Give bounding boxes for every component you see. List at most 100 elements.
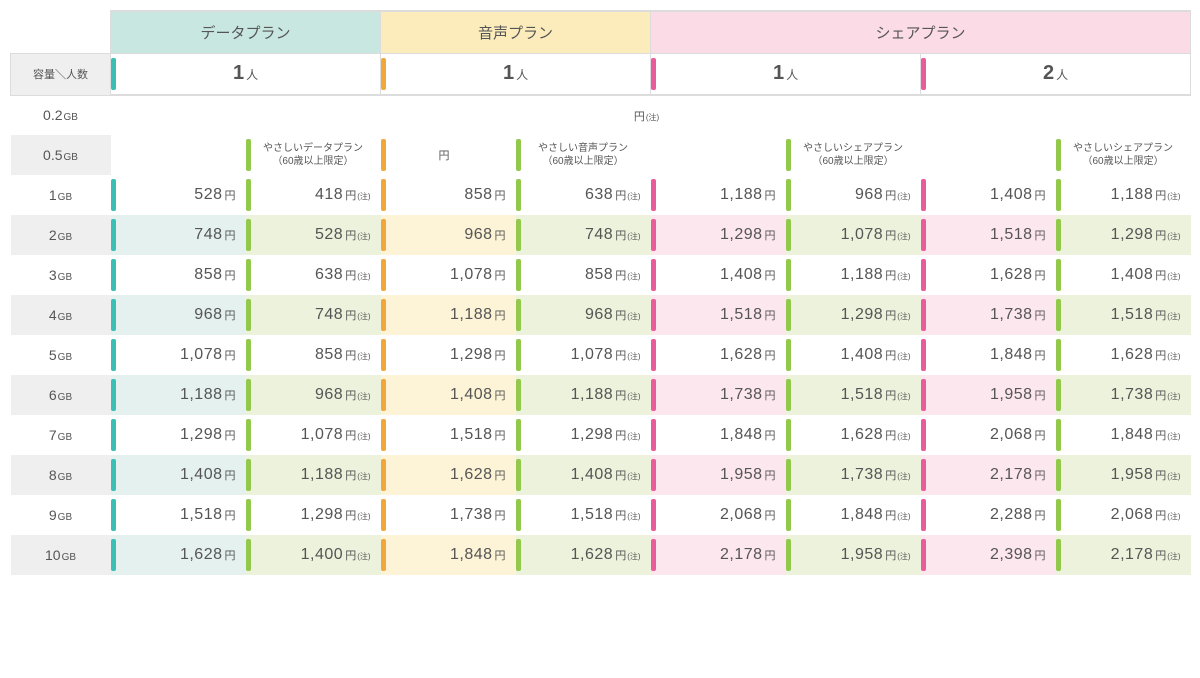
price-row: 9GB1,518円1,298円(注)1,738円1,518円(注)2,068円1… bbox=[11, 495, 1191, 535]
yen: 円 bbox=[765, 510, 776, 522]
price-cell-share1: 1,518円 bbox=[651, 295, 786, 335]
note: (注) bbox=[357, 192, 370, 201]
people-count: 1 bbox=[233, 62, 244, 84]
yen: 円 bbox=[495, 230, 506, 242]
sub-header-data-senior: やさしいデータプラン （60歳以上限定） bbox=[246, 135, 381, 175]
price: 1,298 bbox=[301, 506, 344, 523]
note: (注) bbox=[357, 472, 370, 481]
accent-bar bbox=[111, 58, 116, 91]
price: 2,398 bbox=[990, 546, 1033, 563]
yen: 円 bbox=[615, 230, 626, 242]
yen: 円 bbox=[1155, 510, 1166, 522]
price: 1,518 bbox=[450, 426, 493, 443]
price: 858 bbox=[585, 266, 613, 283]
note: (注) bbox=[897, 352, 910, 361]
empty bbox=[921, 135, 1056, 175]
accent-bar bbox=[651, 299, 656, 331]
accent-bar bbox=[786, 139, 791, 171]
yen: 円 bbox=[225, 230, 236, 242]
accent-bar bbox=[516, 299, 521, 331]
price-cell-voice: 1,188円 bbox=[381, 295, 516, 335]
price: 2,178 bbox=[1111, 546, 1154, 563]
accent-bar bbox=[246, 379, 251, 411]
accent-bar bbox=[381, 58, 386, 91]
sub-header-share1-senior: やさしいシェアプラン （60歳以上限定） bbox=[786, 135, 921, 175]
accent-bar bbox=[786, 339, 791, 371]
note: (注) bbox=[627, 552, 640, 561]
price-cell-data: 1,298円 bbox=[111, 415, 246, 455]
price-cell-share1_s: 1,848円(注) bbox=[786, 495, 921, 535]
price-cell-share2_s: 1,298円(注) bbox=[1056, 215, 1191, 255]
accent-bar bbox=[516, 219, 521, 251]
accent-bar bbox=[786, 419, 791, 451]
price-cell-share2: 2,068円 bbox=[921, 415, 1056, 455]
accent-bar bbox=[111, 179, 116, 211]
accent-bar bbox=[1056, 459, 1061, 491]
price: 1,408 bbox=[571, 466, 614, 483]
price: 1,298 bbox=[180, 426, 223, 443]
yen: 円 bbox=[1035, 430, 1046, 442]
people-header-row: 容量＼人数 1人 1人 1人 2人 bbox=[11, 53, 1191, 95]
price: 968 bbox=[855, 186, 883, 203]
yen: 円 bbox=[495, 350, 506, 362]
price-cell-voice_s: 1,078円(注) bbox=[516, 335, 651, 375]
note: (注) bbox=[357, 552, 370, 561]
price: 1,298 bbox=[1111, 226, 1154, 243]
capacity-label: 9GB bbox=[11, 495, 111, 535]
price-cell-share1_s: 1,408円(注) bbox=[786, 335, 921, 375]
accent-bar bbox=[1056, 339, 1061, 371]
yen: 円 bbox=[615, 390, 626, 402]
note: (注) bbox=[357, 352, 370, 361]
price-cell-share2: 1,738円 bbox=[921, 295, 1056, 335]
yen: 円 bbox=[1155, 350, 1166, 362]
yen: 円 bbox=[765, 550, 776, 562]
yen: 円 bbox=[1035, 350, 1046, 362]
note: (注) bbox=[627, 312, 640, 321]
price-cell-voice_s: 968円(注) bbox=[516, 295, 651, 335]
accent-bar bbox=[1056, 219, 1061, 251]
sub-header-share2-senior: やさしいシェアプラン （60歳以上限定） bbox=[1056, 135, 1191, 175]
price-cell-share2_s: 1,848円(注) bbox=[1056, 415, 1191, 455]
yen: 円 bbox=[885, 470, 896, 482]
yen: 円 bbox=[345, 350, 356, 362]
price: 418 bbox=[315, 186, 343, 203]
note: (注) bbox=[1167, 232, 1180, 241]
accent-bar bbox=[381, 419, 386, 451]
price: 1,628 bbox=[1111, 346, 1154, 363]
accent-bar bbox=[246, 179, 251, 211]
accent-bar bbox=[381, 379, 386, 411]
price: 1,738 bbox=[720, 386, 763, 403]
capacity-label: 0.5GB bbox=[11, 135, 111, 175]
plan-header-share: シェアプラン bbox=[651, 11, 1191, 53]
note: (注) bbox=[627, 432, 640, 441]
people-unit: 人 bbox=[1056, 68, 1068, 82]
price-cell-share1_s: 1,518円(注) bbox=[786, 375, 921, 415]
gb-unit: GB bbox=[62, 552, 76, 563]
gb-unit: GB bbox=[58, 432, 72, 443]
row-0-5gb: 0.5GB やさしいデータプラン （60歳以上限定） 円 やさしい音声プラン （… bbox=[11, 135, 1191, 175]
yen: 円 bbox=[345, 510, 356, 522]
accent-bar bbox=[516, 179, 521, 211]
price: 1,408 bbox=[841, 346, 884, 363]
price: 1,188 bbox=[571, 386, 614, 403]
price: 968 bbox=[464, 226, 492, 243]
people-unit: 人 bbox=[786, 68, 798, 82]
cap-num: 0.2 bbox=[43, 107, 62, 123]
yen: 円 bbox=[1155, 390, 1166, 402]
note: (注) bbox=[1167, 512, 1180, 521]
price: 1,958 bbox=[1111, 466, 1154, 483]
yen: 円 bbox=[615, 310, 626, 322]
people-unit: 人 bbox=[246, 68, 258, 82]
yen: 円 bbox=[225, 510, 236, 522]
note: (注) bbox=[1167, 472, 1180, 481]
yen: 円 bbox=[439, 150, 450, 162]
price-cell-share2_s: 1,738円(注) bbox=[1056, 375, 1191, 415]
accent-bar bbox=[246, 539, 251, 571]
price: 1,518 bbox=[1111, 306, 1154, 323]
accent-bar bbox=[921, 459, 926, 491]
price-cell-share1: 1,628円 bbox=[651, 335, 786, 375]
price-cell-voice_s: 1,298円(注) bbox=[516, 415, 651, 455]
accent-bar bbox=[651, 259, 656, 291]
pricing-table: データプラン 音声プラン シェアプラン 容量＼人数 1人 1人 1人 2人 0.… bbox=[10, 10, 1191, 575]
note: (注) bbox=[357, 232, 370, 241]
